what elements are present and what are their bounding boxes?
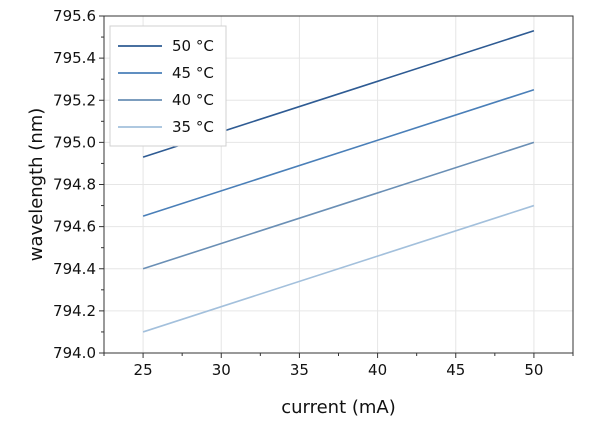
y-tick-label: 794.6 bbox=[53, 218, 96, 236]
legend-label: 40 °C bbox=[172, 91, 214, 109]
y-tick-label: 795.6 bbox=[53, 7, 96, 25]
x-axis-ticks: 25 30 35 40 45 50 bbox=[103, 353, 574, 379]
y-tick-label: 795.4 bbox=[53, 49, 96, 67]
y-tick-label: 795.2 bbox=[53, 91, 96, 109]
legend-label: 50 °C bbox=[172, 37, 214, 55]
x-tick-label: 35 bbox=[290, 361, 309, 379]
series-layer bbox=[142, 29, 535, 333]
x-tick-label: 40 bbox=[368, 361, 387, 379]
x-axis-title: current (mA) bbox=[281, 397, 396, 418]
y-tick-label: 794.4 bbox=[53, 260, 96, 278]
y-tick-label: 795.0 bbox=[53, 133, 96, 151]
legend-label: 45 °C bbox=[172, 64, 214, 82]
y-tick-label: 794.2 bbox=[53, 302, 96, 320]
x-tick-label: 50 bbox=[524, 361, 543, 379]
x-tick-label: 25 bbox=[134, 361, 153, 379]
legend: 50 °C 45 °C 40 °C 35 °C bbox=[109, 25, 227, 147]
series-line bbox=[142, 204, 535, 333]
legend-label: 35 °C bbox=[172, 118, 214, 136]
series-line bbox=[142, 141, 535, 270]
y-axis-title: wavelength (nm) bbox=[26, 108, 47, 262]
x-tick-label: 30 bbox=[212, 361, 231, 379]
y-axis-ticks: 794.0 794.2 794.4 794.6 794.8 795.0 795.2 795.4… bbox=[53, 7, 104, 362]
x-tick-label: 45 bbox=[446, 361, 465, 379]
y-tick-label: 794.0 bbox=[53, 344, 96, 362]
series-line bbox=[142, 88, 535, 217]
y-tick-label: 794.8 bbox=[53, 176, 96, 194]
